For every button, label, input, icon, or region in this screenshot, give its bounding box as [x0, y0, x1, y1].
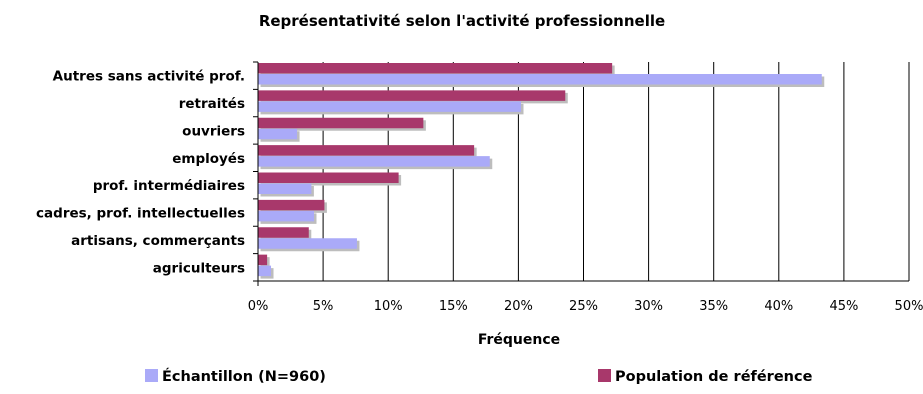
x-tick-label: 25% [569, 299, 598, 314]
chart-title: Représentativité selon l'activité profes… [259, 12, 665, 30]
bar [258, 128, 298, 140]
bar [258, 101, 522, 112]
bars [258, 63, 825, 279]
bar [258, 254, 268, 266]
bar [258, 265, 272, 277]
category-label: Autres sans activité prof. [53, 69, 245, 85]
x-tick-labels: 0% 5% 10% 15% 20% 25% 30% 35% 40% 45% 50% [248, 299, 923, 314]
x-tick-label: 5% [313, 299, 334, 314]
bar [258, 145, 475, 156]
x-tick-label: 20% [504, 299, 533, 314]
x-tick-label: 40% [764, 299, 793, 314]
legend: Échantillon (N=960) Population de référen… [145, 368, 813, 385]
category-label: ouvriers [182, 123, 245, 139]
legend-label: Échantillon (N=960) [162, 368, 326, 385]
x-tick-label: 45% [829, 299, 858, 314]
bar [258, 227, 309, 238]
legend-swatch [598, 369, 611, 382]
category-label: cadres, prof. intellectuelles [36, 206, 245, 222]
legend-label: Population de référence [615, 369, 813, 385]
category-label: prof. intermédiaires [93, 178, 245, 194]
bar [258, 172, 399, 183]
bar [258, 199, 325, 211]
category-label: artisans, commerçants [71, 233, 245, 249]
x-tick-label: 50% [895, 299, 923, 314]
category-label: retraités [179, 96, 245, 112]
axes [253, 61, 909, 286]
bar [258, 183, 312, 194]
bar [258, 74, 822, 85]
x-tick-label: 30% [634, 299, 663, 314]
bar [258, 238, 357, 249]
bar [258, 63, 613, 74]
x-tick-label: 35% [699, 299, 728, 314]
x-axis-label: Fréquence [478, 332, 560, 348]
bar [258, 156, 490, 167]
x-tick-label: 0% [248, 299, 269, 314]
legend-swatch [145, 369, 158, 382]
bar [258, 117, 424, 129]
bar [258, 90, 566, 101]
bar [258, 210, 314, 222]
category-labels: Autres sans activité prof. retraités ouvri… [36, 69, 245, 277]
category-label: agriculteurs [153, 260, 245, 276]
x-tick-label: 10% [374, 299, 403, 314]
category-label: employés [172, 151, 245, 167]
x-tick-label: 15% [439, 299, 468, 314]
